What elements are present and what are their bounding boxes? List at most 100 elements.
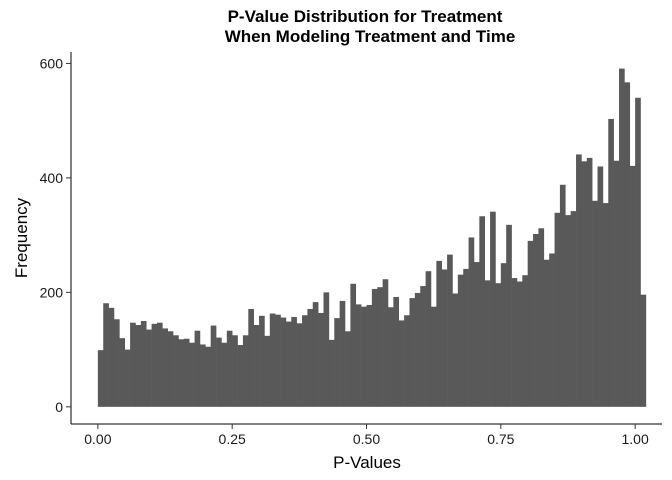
histogram-bar	[382, 279, 389, 407]
histogram-bar	[554, 212, 561, 407]
histogram-bar	[345, 331, 351, 407]
histogram-bar	[425, 271, 432, 407]
histogram-bar	[613, 160, 620, 407]
histogram-bar	[592, 200, 598, 407]
histogram-bar	[221, 342, 228, 407]
histogram-bar	[194, 330, 201, 407]
histogram-bar	[264, 335, 271, 407]
histogram-bar	[242, 335, 249, 407]
histogram-bar	[226, 330, 233, 407]
histogram-bar	[624, 82, 631, 407]
x-tick-label: 0.25	[219, 431, 246, 447]
histogram-bar	[629, 165, 636, 407]
histogram-bar	[167, 331, 174, 407]
x-tick-label: 0.50	[353, 431, 380, 447]
histogram-bar	[259, 315, 265, 407]
histogram-bar	[543, 259, 550, 407]
y-tick-label: 200	[40, 284, 64, 300]
chart-title-line-2: When Modeling Treatment and Time	[225, 27, 516, 46]
histogram-bar	[635, 97, 641, 407]
histogram-bar	[103, 303, 109, 407]
histogram-bar	[549, 253, 555, 407]
histogram-bar	[640, 294, 647, 407]
histogram-bar	[162, 328, 169, 407]
histogram-bar	[205, 346, 211, 407]
y-tick-label: 600	[40, 55, 64, 71]
chart-title-line-1: P-Value Distribution for Treatment	[228, 7, 503, 26]
histogram-bar	[527, 240, 534, 407]
histogram-bar	[404, 315, 410, 407]
histogram-bar	[559, 184, 566, 407]
histogram-bar	[151, 323, 158, 407]
histogram-bar	[130, 322, 136, 407]
histogram-bar	[216, 337, 222, 407]
histogram-bar	[296, 323, 303, 407]
y-axis-ticks: 0 200 400 600	[40, 55, 71, 415]
histogram-bar	[173, 335, 179, 407]
histogram-bar	[280, 317, 287, 407]
x-axis-title: P-Values	[333, 453, 401, 472]
histogram-bar	[414, 292, 421, 407]
histogram-bar	[393, 296, 400, 407]
histogram-bar	[232, 335, 238, 407]
histogram-bar	[199, 344, 206, 407]
histogram-bar	[602, 203, 609, 407]
histogram-bar	[479, 216, 485, 407]
x-axis-ticks: 0.00 0.25 0.50 0.75 1.00	[84, 424, 649, 447]
histogram-bar	[366, 304, 373, 407]
histogram-bar	[253, 324, 260, 407]
histogram-bar	[420, 286, 426, 407]
histogram-bar	[387, 307, 394, 407]
x-tick-label: 1.00	[622, 431, 649, 447]
histogram-bar	[355, 304, 362, 407]
y-tick-label: 400	[40, 170, 64, 186]
histogram-bar	[312, 302, 319, 407]
histogram-bar	[463, 268, 469, 407]
histogram-bar	[468, 237, 475, 407]
histogram-bar	[237, 345, 244, 407]
histogram-bar	[350, 283, 357, 407]
histogram-bar	[323, 292, 330, 407]
histogram-bar	[608, 118, 614, 407]
histogram-bar	[97, 350, 104, 407]
histogram-bar	[500, 263, 507, 407]
histogram-bar	[135, 324, 142, 407]
histogram-bar	[124, 349, 131, 407]
histogram-bar	[447, 254, 453, 407]
histogram-bar	[581, 161, 588, 407]
histogram-bar	[140, 320, 147, 407]
histogram-bar	[108, 307, 115, 407]
histogram-bar	[506, 224, 512, 407]
histogram-bar	[210, 325, 217, 407]
histogram-bar	[576, 154, 582, 407]
histogram-bar	[495, 283, 502, 407]
histogram-bar	[248, 308, 254, 407]
histogram-bar	[371, 288, 378, 407]
y-tick-label: 0	[55, 399, 63, 415]
histogram-bar	[490, 211, 496, 407]
histogram-bar	[538, 228, 545, 407]
histogram-bar	[178, 339, 185, 407]
histogram-bar	[533, 233, 539, 407]
histogram-bar	[484, 280, 491, 407]
histogram-bar	[183, 338, 190, 407]
histogram-bar	[113, 319, 120, 407]
histogram-bar	[334, 318, 340, 407]
histogram-bar	[409, 298, 416, 407]
histogram-bar	[619, 68, 625, 407]
histogram-bar	[570, 211, 577, 407]
histogram-bar	[441, 269, 448, 407]
y-axis-title: Frequency	[12, 197, 31, 278]
histogram-bar	[457, 274, 464, 407]
histogram-bar	[269, 313, 276, 407]
histogram-bar	[597, 166, 604, 407]
histogram-bar	[398, 320, 405, 407]
histogram-bar	[516, 281, 523, 407]
histogram-bar	[119, 338, 126, 407]
histogram-bar	[511, 278, 518, 407]
histogram-bar	[146, 329, 152, 407]
histogram-bar	[377, 287, 383, 407]
histogram-bar	[339, 300, 346, 407]
histogram-bar	[473, 262, 480, 407]
